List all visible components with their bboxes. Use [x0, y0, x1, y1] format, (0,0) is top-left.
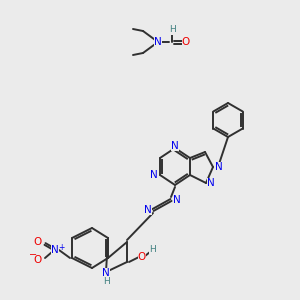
- Text: O: O: [138, 252, 146, 262]
- Text: H: H: [169, 26, 176, 34]
- Text: N: N: [102, 268, 110, 278]
- Text: O: O: [182, 37, 190, 47]
- Text: N: N: [154, 37, 162, 47]
- Text: N: N: [144, 205, 152, 215]
- Text: −: −: [29, 250, 37, 260]
- Text: O: O: [34, 237, 42, 247]
- Text: N: N: [51, 245, 59, 255]
- Text: N: N: [215, 162, 223, 172]
- Text: N: N: [173, 195, 181, 205]
- Text: N: N: [171, 141, 179, 151]
- Text: H: H: [103, 277, 110, 286]
- Text: N: N: [150, 170, 158, 180]
- Text: O: O: [34, 255, 42, 265]
- Text: H: H: [148, 245, 155, 254]
- Text: +: +: [58, 242, 64, 251]
- Text: N: N: [207, 178, 215, 188]
